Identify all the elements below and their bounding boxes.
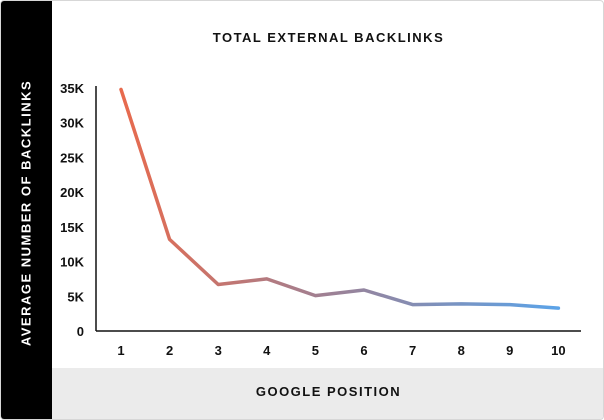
- y-tick-label: 15K: [60, 220, 84, 235]
- x-axis-band: GOOGLE POSITION: [52, 368, 603, 419]
- y-tick-labels: 0 5K 10K 15K 20K 25K 30K 35K: [60, 81, 84, 339]
- x-tick-labels: 1 2 3 4 5 6 7 8 9 10: [117, 343, 565, 358]
- y-axis-band: AVERAGE NUMBER OF BACKLINKS: [1, 1, 52, 419]
- x-tick-label: 5: [312, 343, 319, 358]
- y-tick-label: 10K: [60, 255, 84, 270]
- x-tick-label: 8: [458, 343, 465, 358]
- series-line: [119, 87, 561, 310]
- y-tick-label: 25K: [60, 150, 84, 165]
- y-tick-label: 35K: [60, 81, 84, 96]
- data-points: [121, 89, 559, 308]
- x-axis-label: GOOGLE POSITION: [255, 384, 402, 399]
- x-tick-label: 10: [551, 343, 565, 358]
- x-tick-label: 4: [263, 343, 271, 358]
- y-tick-label: 20K: [60, 185, 84, 200]
- x-tick-label: 7: [409, 343, 416, 358]
- y-tick-label: 5K: [67, 289, 84, 304]
- y-tick-label: 0: [77, 324, 84, 339]
- x-tick-label: 1: [117, 343, 124, 358]
- x-tick-label: 6: [360, 343, 367, 358]
- x-tick-label: 9: [506, 343, 513, 358]
- y-tick-label: 30K: [60, 116, 84, 131]
- x-tick-label: 3: [215, 343, 222, 358]
- chart-title: TOTAL EXTERNAL BACKLINKS: [212, 30, 445, 45]
- x-tick-label: 2: [166, 343, 173, 358]
